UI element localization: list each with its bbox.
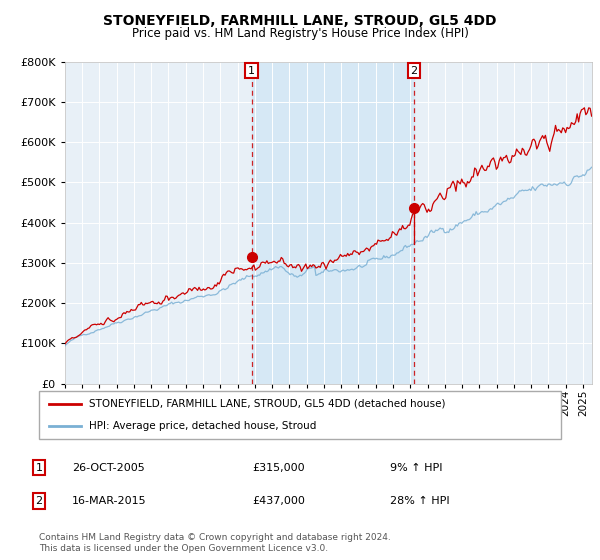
Text: STONEYFIELD, FARMHILL LANE, STROUD, GL5 4DD (detached house): STONEYFIELD, FARMHILL LANE, STROUD, GL5 …	[89, 399, 445, 409]
Text: £437,000: £437,000	[252, 496, 305, 506]
Text: STONEYFIELD, FARMHILL LANE, STROUD, GL5 4DD: STONEYFIELD, FARMHILL LANE, STROUD, GL5 …	[103, 14, 497, 28]
Text: 1: 1	[35, 463, 43, 473]
Text: 2: 2	[410, 66, 418, 76]
Text: 16-MAR-2015: 16-MAR-2015	[72, 496, 146, 506]
Text: £315,000: £315,000	[252, 463, 305, 473]
Text: Contains HM Land Registry data © Crown copyright and database right 2024.
This d: Contains HM Land Registry data © Crown c…	[39, 533, 391, 553]
Text: 26-OCT-2005: 26-OCT-2005	[72, 463, 145, 473]
Bar	[251, 62, 414, 384]
Text: 28% ↑ HPI: 28% ↑ HPI	[390, 496, 449, 506]
Text: 1: 1	[248, 66, 255, 76]
Text: HPI: Average price, detached house, Stroud: HPI: Average price, detached house, Stro…	[89, 421, 316, 431]
FancyBboxPatch shape	[38, 391, 561, 438]
Text: 9% ↑ HPI: 9% ↑ HPI	[390, 463, 443, 473]
Text: Price paid vs. HM Land Registry's House Price Index (HPI): Price paid vs. HM Land Registry's House …	[131, 27, 469, 40]
Text: 2: 2	[35, 496, 43, 506]
